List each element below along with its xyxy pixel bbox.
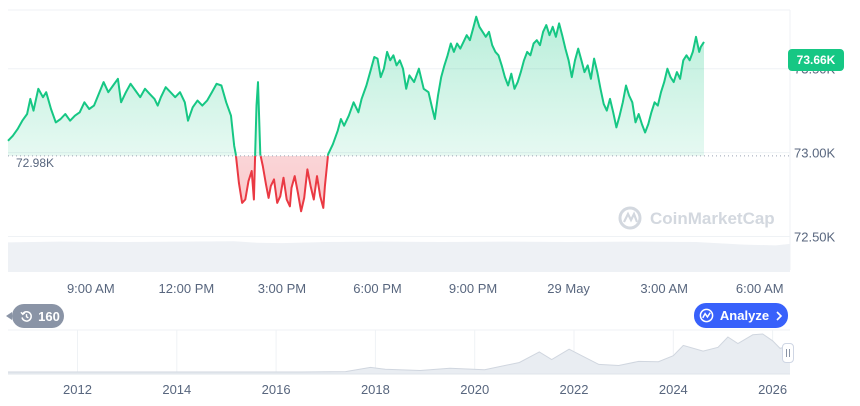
x-tick-label: 3:00 PM [258, 281, 306, 296]
ai-analyze-icon [699, 308, 714, 323]
navigator-line [8, 333, 791, 373]
navigator-year-label: 2016 [262, 382, 291, 397]
watermark: CoinMarketCap [618, 206, 775, 230]
navigator-year-label: 2020 [460, 382, 489, 397]
timeframe-selector[interactable]: 160 [6, 304, 64, 328]
history-icon [20, 310, 33, 323]
y-tick-label: 72.50K [794, 229, 836, 244]
navigator-year-label: 2018 [361, 382, 390, 397]
x-tick-label: 9:00 PM [449, 281, 497, 296]
x-tick-label: 6:00 AM [736, 281, 784, 296]
analyze-button[interactable]: Analyze [694, 303, 788, 328]
chevron-right-icon [775, 310, 783, 321]
x-tick-label: 29 May [547, 281, 590, 296]
navigator-scroll-handle[interactable] [782, 343, 794, 363]
x-tick-label: 3:00 AM [640, 281, 688, 296]
current-price-badge: 73.66K [788, 49, 844, 71]
navigator-year-label: 2024 [659, 382, 688, 397]
x-tick-label: 12:00 PM [159, 281, 215, 296]
volume-area [8, 241, 790, 272]
navigator-year-label: 2026 [758, 382, 787, 397]
watermark-text: CoinMarketCap [650, 209, 775, 228]
navigator-year-label: 2022 [560, 382, 589, 397]
timeframe-label: 160 [38, 308, 60, 324]
coinmarketcap-logo-icon [618, 206, 642, 230]
y-tick-label: 73.00K [794, 146, 836, 161]
navigator-area [8, 334, 790, 374]
navigator-year-label: 2012 [63, 382, 92, 397]
x-tick-label: 6:00 PM [353, 281, 401, 296]
analyze-label: Analyze [719, 308, 770, 323]
price-line-up [7, 15, 705, 156]
navigator-year-label: 2014 [162, 382, 191, 397]
price-area-up [8, 16, 704, 156]
baseline-price-label: 72.98K [16, 156, 54, 170]
x-tick-label: 9:00 AM [67, 281, 115, 296]
